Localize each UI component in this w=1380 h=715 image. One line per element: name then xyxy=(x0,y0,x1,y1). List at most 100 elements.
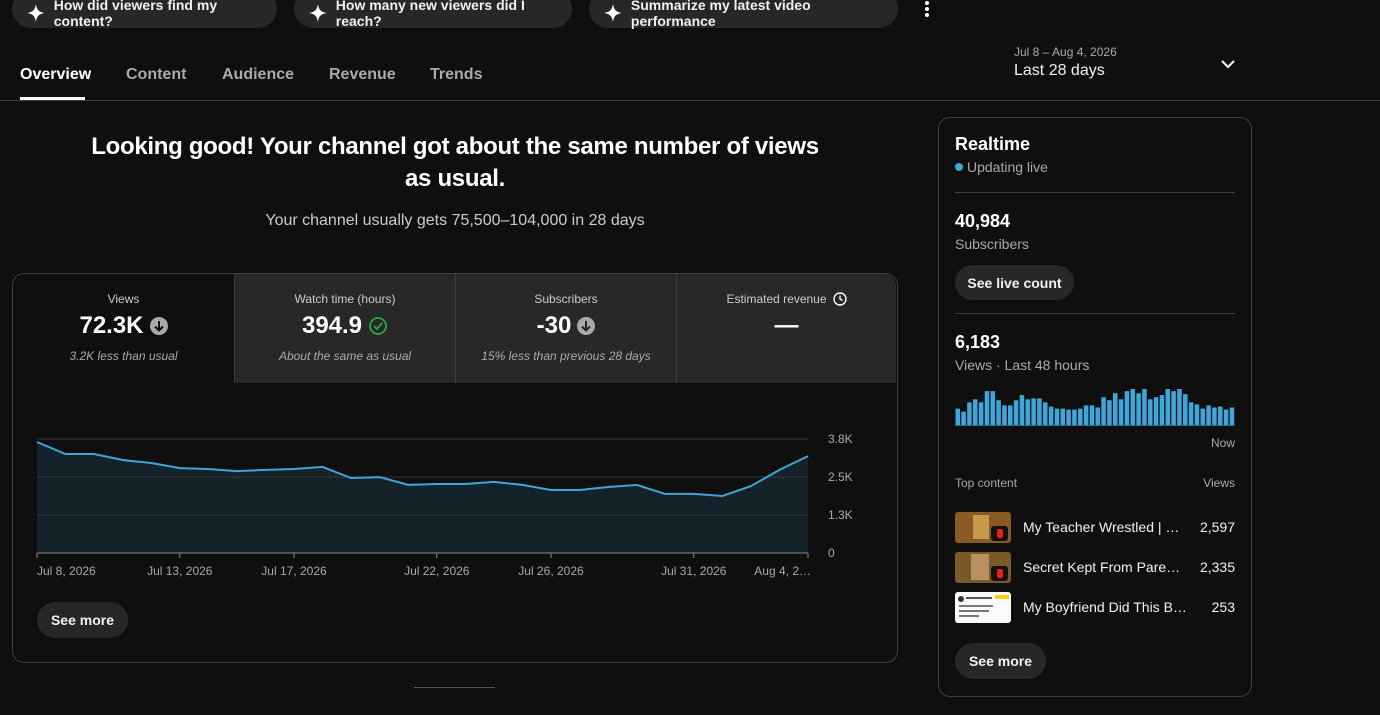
bar xyxy=(990,391,996,425)
top-content-label: Top content xyxy=(955,476,1018,490)
bar xyxy=(1095,407,1101,425)
divider xyxy=(955,192,1235,193)
bar xyxy=(1013,400,1019,425)
area-fill xyxy=(37,442,808,553)
bar xyxy=(1107,400,1112,425)
x-tick-label: Jul 8, 2026 xyxy=(37,564,96,578)
divider xyxy=(955,313,1235,314)
clock-icon xyxy=(832,292,847,306)
more-menu[interactable] xyxy=(920,0,934,20)
bar xyxy=(973,399,978,425)
chip-text: How did viewers find my content? xyxy=(53,0,218,29)
down-icon xyxy=(149,317,168,335)
realtime-views: 6,183 xyxy=(955,332,1001,352)
metric-note: About the same as usual xyxy=(278,349,412,363)
bar xyxy=(1113,393,1118,425)
headline: Looking good! Your channel got about the… xyxy=(91,133,819,192)
bar xyxy=(1212,407,1217,425)
scroll-indicator xyxy=(414,687,495,688)
tab-indicator xyxy=(20,97,85,100)
bar xyxy=(1130,389,1136,425)
bar xyxy=(1206,405,1211,425)
video-title[interactable]: My Teacher Wrestled | … xyxy=(1023,519,1180,535)
metric-tab[interactable]: Watch time (hours) 394.9 About the same … xyxy=(234,274,455,383)
y-tick-label: 3.8K xyxy=(828,432,853,446)
tab[interactable]: Revenue xyxy=(329,66,396,83)
realtime-bars xyxy=(955,389,1235,426)
realtime-card xyxy=(938,117,1252,697)
suggestion-chip[interactable]: Summarize my latest video performance xyxy=(589,0,898,29)
bar xyxy=(1043,402,1048,425)
bar xyxy=(996,400,1001,425)
bar xyxy=(1025,399,1031,425)
realtime-status-row: Updating live xyxy=(955,159,1048,175)
metric-value-row: 72.3K xyxy=(13,312,234,340)
bar xyxy=(984,391,990,425)
live-count-button[interactable]: See live count xyxy=(955,265,1074,300)
bar xyxy=(1142,389,1147,425)
bar xyxy=(1194,404,1200,425)
tab[interactable]: Content xyxy=(126,66,187,83)
bar xyxy=(1229,407,1235,425)
chip-text: Summarize my latest video performance xyxy=(630,0,811,29)
bar xyxy=(1177,389,1182,425)
metric-value: — xyxy=(774,312,799,339)
sparkle-icon xyxy=(308,4,327,22)
metric-note: 15% less than previous 28 days xyxy=(481,349,651,363)
tab[interactable]: Overview xyxy=(20,66,92,83)
metric-tab[interactable]: Subscribers -30 15% less than previous 2… xyxy=(455,274,676,383)
bar xyxy=(1124,391,1130,425)
tab[interactable]: Trends xyxy=(430,66,483,83)
date-range-label[interactable]: Last 28 days xyxy=(1014,62,1105,79)
metric-tab[interactable]: Estimated revenue — xyxy=(676,274,896,383)
sparkle-icon xyxy=(603,4,622,22)
check-icon xyxy=(369,317,387,335)
bar xyxy=(1223,409,1229,425)
views-column-label: Views xyxy=(1203,476,1235,490)
x-tick-label: Aug 4, 2… xyxy=(754,564,811,578)
suggestion-chip[interactable]: How many new viewers did I reach? xyxy=(294,0,572,29)
live-dot xyxy=(955,163,963,171)
tab[interactable]: Audience xyxy=(222,66,295,83)
bar xyxy=(1171,391,1176,425)
video-views: 2,597 xyxy=(1199,519,1235,535)
see-more-button[interactable]: See more xyxy=(37,602,128,638)
metric-tab[interactable]: Views 72.3K 3.2K less than usual xyxy=(13,274,234,383)
bar xyxy=(955,408,961,425)
realtime-title: Realtime xyxy=(955,134,1031,154)
chip-text: How many new viewers did I reach? xyxy=(335,0,525,29)
x-tick-label: Jul 31, 2026 xyxy=(661,564,727,578)
subscriber-label: Subscribers xyxy=(955,236,1029,252)
thumbnail[interactable] xyxy=(955,592,1011,623)
video-views: 253 xyxy=(1211,599,1235,615)
thumbnail[interactable] xyxy=(955,552,1011,583)
bar xyxy=(1048,406,1054,425)
bar xyxy=(1019,395,1025,425)
line xyxy=(36,441,809,498)
video-title[interactable]: Secret Kept From Pare… xyxy=(1023,559,1181,575)
metric-label: Views xyxy=(107,292,140,306)
bar xyxy=(1060,408,1066,425)
x-tick-label: Jul 17, 2026 xyxy=(261,564,327,578)
bar xyxy=(1188,402,1194,425)
video-views: 2,335 xyxy=(1199,559,1235,575)
suggestion-chip[interactable]: How did viewers find my content? xyxy=(12,0,277,29)
realtime-views-label: Views · Last 48 hours xyxy=(955,357,1090,373)
bar xyxy=(961,411,966,425)
bar xyxy=(1118,399,1124,425)
see-more-button[interactable]: See more xyxy=(955,643,1046,679)
metric-value: 72.3K xyxy=(79,312,144,339)
x-tick-label: Jul 22, 2026 xyxy=(404,564,470,578)
metric-label: Subscribers xyxy=(534,292,598,306)
bar xyxy=(1008,405,1013,425)
metric-label-row: Estimated revenue xyxy=(677,292,896,306)
metrics-card xyxy=(12,273,898,663)
thumbnail[interactable] xyxy=(955,512,1011,543)
sparkle-icon xyxy=(26,4,45,22)
metric-note: 3.2K less than usual xyxy=(69,349,178,363)
video-title[interactable]: My Boyfriend Did This B… xyxy=(1023,599,1187,615)
realtime-status: Updating live xyxy=(967,159,1048,175)
dropdown-icon[interactable] xyxy=(1219,58,1237,72)
metric-value: 394.9 xyxy=(301,312,363,339)
